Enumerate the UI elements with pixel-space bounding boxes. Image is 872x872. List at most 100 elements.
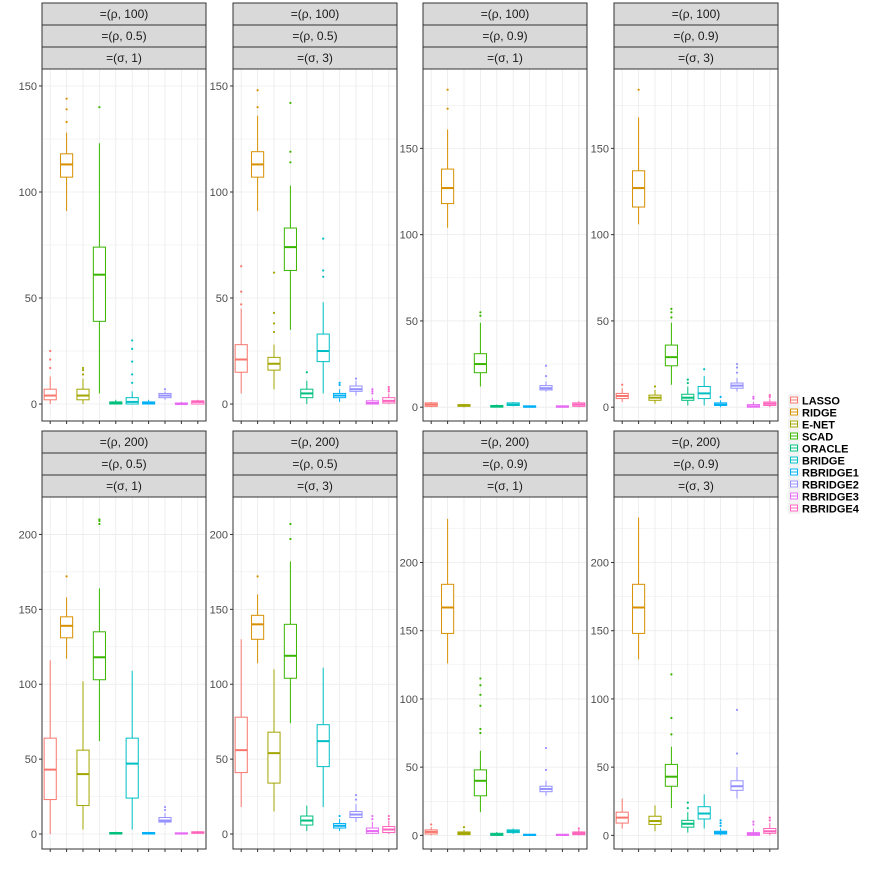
- y-tick-label: 200: [210, 529, 228, 541]
- outlier-point: [479, 684, 482, 687]
- box-body: [664, 763, 678, 787]
- outlier-point: [479, 693, 482, 696]
- outlier-point: [686, 801, 689, 804]
- box-body: [125, 737, 139, 799]
- legend-label: SCAD: [802, 432, 833, 444]
- legend-key-lasso: [788, 394, 800, 406]
- panel-border: [613, 496, 779, 850]
- box-rbridge4: [572, 401, 586, 408]
- box-scad: [92, 518, 106, 742]
- facet-strip-label: =(ρ, 0.5): [292, 29, 337, 43]
- y-tick-label: 50: [216, 754, 228, 766]
- box-lasso: [424, 823, 438, 836]
- box-lasso: [615, 383, 629, 403]
- facet-strip-label: =(σ, 1): [487, 51, 523, 65]
- facet-panel-7: =(ρ, 200) =(ρ, 0.9) =(σ, 1) 0 50 100 150 200: [400, 430, 588, 852]
- panel-background: [423, 497, 587, 849]
- box-body: [316, 724, 330, 768]
- y-tick-label: 50: [597, 316, 609, 328]
- legend-label: E-NET: [802, 420, 835, 432]
- facet-strip-label: =(σ, 1): [487, 479, 523, 493]
- outlier-point: [479, 311, 482, 314]
- legend-key-rbridge3: [788, 490, 800, 502]
- facet-panel-3: =(ρ, 100) =(ρ, 0.9) =(σ, 1) 0 50 100 150: [400, 2, 588, 424]
- legend-key-ridge: [788, 406, 800, 418]
- box-rbridge2: [539, 364, 553, 392]
- box-rbridge2: [539, 746, 553, 796]
- facet-strip-label: =(ρ, 0.5): [101, 29, 146, 43]
- outlier-point: [371, 388, 374, 391]
- outlier-point: [256, 89, 259, 92]
- facet-strip-label: =(ρ, 0.9): [482, 457, 527, 471]
- outlier-point: [322, 275, 325, 278]
- y-tick-label: 50: [406, 316, 418, 328]
- box-rbridge4: [382, 814, 396, 835]
- outlier-point: [371, 814, 374, 818]
- box-e-net: [267, 271, 281, 390]
- facet-strip-label: =(ρ, 100): [672, 7, 721, 21]
- panel-background: [42, 497, 206, 849]
- outlier-point: [653, 385, 657, 388]
- outlier-point: [98, 522, 101, 526]
- box-body: [92, 631, 106, 681]
- box-rbridge1: [714, 395, 728, 408]
- box-rbridge1: [142, 831, 156, 835]
- y-tick-label: 150: [400, 626, 418, 638]
- box-body: [43, 388, 57, 401]
- facet-strip-label: =(ρ, 100): [291, 7, 340, 21]
- outlier-point: [577, 827, 580, 830]
- box-bridge: [697, 794, 711, 829]
- outlier-point: [446, 88, 449, 91]
- y-tick-label: 50: [216, 293, 228, 305]
- box-e-net: [648, 805, 662, 832]
- outlier-point: [479, 677, 482, 680]
- facet-strip-label: =(ρ, 100): [481, 7, 530, 21]
- box-body: [632, 583, 646, 634]
- box-rbridge3: [174, 401, 188, 406]
- outlier-point: [81, 366, 85, 370]
- outlier-point: [621, 383, 624, 386]
- box-lasso: [615, 798, 629, 829]
- box-rbridge4: [382, 385, 396, 405]
- box-rbridge2: [730, 708, 744, 799]
- outlier-point: [49, 349, 52, 353]
- box-rbridge2: [349, 793, 363, 823]
- box-e-net: [457, 403, 471, 408]
- facet-panel-6: =(ρ, 200) =(ρ, 0.5) =(σ, 3) 0 50 100 150 200: [210, 430, 398, 852]
- box-oracle: [109, 831, 123, 835]
- y-tick-label: 200: [591, 557, 609, 569]
- box-body: [664, 344, 678, 367]
- y-tick-label: 0: [603, 402, 609, 414]
- outlier-point: [289, 537, 292, 541]
- outlier-point: [479, 314, 482, 317]
- legend-key-oracle: [788, 442, 800, 454]
- legend-label: BRIDGE: [802, 456, 845, 468]
- box-rbridge4: [763, 394, 777, 408]
- outlier-point: [131, 381, 134, 384]
- outlier-point: [163, 388, 167, 391]
- box-rbridge4: [572, 827, 586, 836]
- outlier-point: [371, 817, 374, 821]
- outlier-point: [768, 816, 771, 819]
- box-rbridge2: [730, 362, 744, 392]
- outlier-point: [387, 390, 390, 393]
- outlier-point: [479, 704, 482, 707]
- y-tick-label: 150: [19, 604, 37, 616]
- box-body: [234, 344, 248, 373]
- panel-border: [613, 68, 779, 422]
- outlier-point: [98, 518, 101, 521]
- legend-label: RBRIDGE1: [802, 468, 859, 480]
- box-rbridge2: [158, 388, 172, 400]
- y-tick-label: 0: [412, 402, 418, 414]
- outlier-point: [49, 358, 52, 361]
- facet-strip-label: =(σ, 3): [678, 51, 714, 65]
- outlier-point: [387, 814, 390, 818]
- panel-background: [423, 69, 587, 421]
- outlier-point: [670, 311, 673, 314]
- outlier-point: [272, 271, 276, 274]
- outlier-point: [49, 366, 52, 370]
- box-rbridge2: [158, 805, 172, 826]
- box-body: [60, 616, 74, 639]
- outlier-point: [670, 307, 673, 310]
- facet-strip-label: =(ρ, 0.9): [482, 29, 527, 43]
